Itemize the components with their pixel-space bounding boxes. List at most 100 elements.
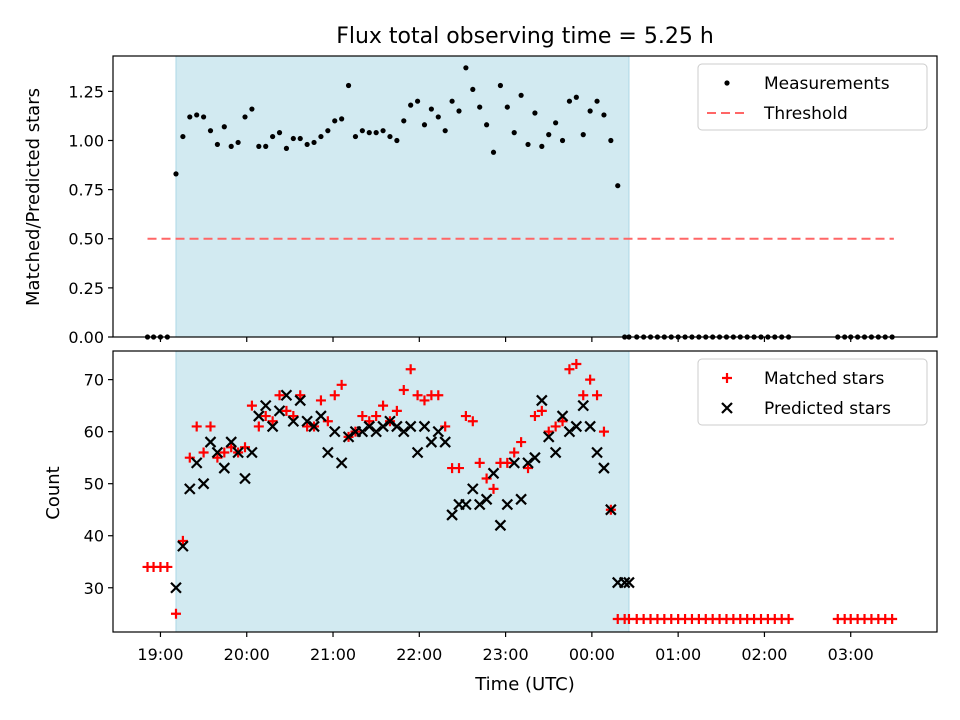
measurement-point bbox=[283, 145, 290, 151]
measurement-point bbox=[546, 132, 552, 138]
predicted-star-point bbox=[411, 446, 424, 459]
measurement-point bbox=[194, 112, 200, 118]
predicted-star-point bbox=[246, 446, 258, 459]
measurement-point bbox=[484, 122, 490, 128]
measurement-point bbox=[380, 128, 386, 134]
predicted-star-point bbox=[197, 477, 210, 490]
top-y-tick-label: 0.75 bbox=[68, 181, 104, 200]
predicted-star-point bbox=[211, 446, 224, 459]
predicted-star-point bbox=[542, 431, 555, 443]
predicted-star-point bbox=[335, 457, 348, 469]
matched-star-point bbox=[585, 374, 596, 385]
bottom-y-tick-label: 70 bbox=[84, 371, 104, 390]
predicted-star-point bbox=[391, 420, 403, 433]
matched-star-point bbox=[295, 390, 306, 401]
predicted-star-point bbox=[328, 425, 341, 438]
x-tick-label: 21:00 bbox=[310, 645, 356, 664]
matched-star-point bbox=[371, 411, 382, 422]
bottom-observing-span bbox=[175, 350, 630, 633]
measurement-point bbox=[559, 137, 566, 144]
predicted-star-point bbox=[315, 410, 327, 422]
predicted-star-point bbox=[529, 451, 541, 464]
matched-star-point bbox=[226, 442, 237, 453]
measurement-point bbox=[235, 139, 241, 146]
measurement-point bbox=[401, 118, 407, 124]
measurement-point bbox=[276, 130, 283, 136]
measurement-point bbox=[587, 108, 593, 114]
top-legend: Measurements Threshold bbox=[697, 63, 928, 131]
predicted-star-point bbox=[605, 503, 617, 516]
predicted-star-point bbox=[563, 425, 576, 438]
bottom-y-tick-label: 40 bbox=[84, 527, 104, 546]
measurement-point bbox=[532, 110, 538, 116]
bottom-legend: Matched stars Predicted stars bbox=[697, 358, 928, 426]
matched-star-point bbox=[322, 416, 333, 427]
legend-box bbox=[697, 358, 928, 426]
predicted-star-point bbox=[591, 446, 603, 459]
measurement-point bbox=[394, 137, 400, 144]
measurement-point bbox=[318, 133, 324, 140]
matched-star-point bbox=[592, 390, 603, 401]
matched-star-point bbox=[205, 421, 216, 432]
measurement-point bbox=[601, 112, 607, 118]
legend-label: Measurements bbox=[764, 74, 890, 94]
predicted-star-point bbox=[425, 436, 438, 448]
predicted-star-point bbox=[287, 415, 300, 428]
measurement-point bbox=[477, 104, 483, 110]
matched-star-point bbox=[281, 405, 292, 416]
bottom-axes-frame bbox=[112, 350, 938, 633]
measurement-point bbox=[504, 104, 510, 110]
predicted-star-point bbox=[460, 498, 472, 511]
bottom-y-tick-label: 60 bbox=[84, 423, 104, 442]
x-tick-label: 01:00 bbox=[655, 645, 701, 664]
measurement-point bbox=[221, 124, 227, 130]
predicted-star-point bbox=[370, 425, 382, 438]
measurement-point bbox=[256, 143, 262, 149]
predicted-star-point bbox=[301, 415, 313, 428]
predicted-star-point bbox=[190, 457, 203, 469]
top-observing-span bbox=[175, 55, 630, 338]
matched-star-point bbox=[440, 421, 451, 432]
predicted-star-point bbox=[253, 410, 265, 422]
predicted-star-point bbox=[418, 420, 431, 433]
measurement-point bbox=[594, 98, 600, 104]
measurement-point bbox=[518, 92, 524, 98]
matched-star-point bbox=[191, 421, 202, 432]
matched-star-point bbox=[288, 411, 299, 422]
x-tick-label: 03:00 bbox=[828, 645, 874, 664]
measurement-point bbox=[332, 118, 338, 124]
measurement-point bbox=[200, 114, 207, 120]
matched-star-point bbox=[502, 457, 513, 468]
measurement-point bbox=[366, 130, 372, 136]
matched-star-point bbox=[212, 452, 223, 463]
predicted-star-point bbox=[177, 540, 189, 552]
measurement-point bbox=[608, 137, 614, 144]
predicted-star-point bbox=[239, 472, 251, 485]
predicted-star-point bbox=[170, 581, 182, 594]
predicted-star-point bbox=[280, 389, 293, 402]
predicted-star-point bbox=[446, 509, 458, 521]
legend-label: Predicted stars bbox=[764, 399, 891, 419]
top-axes-frame bbox=[112, 55, 938, 338]
predicted-star-point bbox=[618, 576, 631, 589]
matched-star-point bbox=[467, 416, 478, 427]
predicted-star-point bbox=[598, 462, 610, 474]
predicted-star-point bbox=[204, 436, 217, 448]
matched-star-point bbox=[550, 421, 561, 432]
matched-star-point bbox=[184, 452, 195, 463]
measurement-point bbox=[449, 98, 455, 104]
legend-label: Threshold bbox=[763, 104, 848, 124]
predicted-star-point bbox=[570, 420, 583, 433]
matched-star-point bbox=[240, 442, 251, 453]
top-y-tick-label: 0.50 bbox=[68, 230, 104, 249]
predicted-star-point bbox=[577, 399, 590, 412]
matched-star-point bbox=[170, 608, 181, 619]
matched-star-point bbox=[516, 437, 527, 448]
measurement-point bbox=[470, 86, 476, 93]
predicted-star-point bbox=[294, 394, 307, 407]
top-y-tick-label: 0.00 bbox=[68, 328, 104, 347]
measurement-point bbox=[359, 128, 365, 134]
measurement-point bbox=[490, 149, 497, 155]
predicted-star-point bbox=[487, 467, 500, 480]
